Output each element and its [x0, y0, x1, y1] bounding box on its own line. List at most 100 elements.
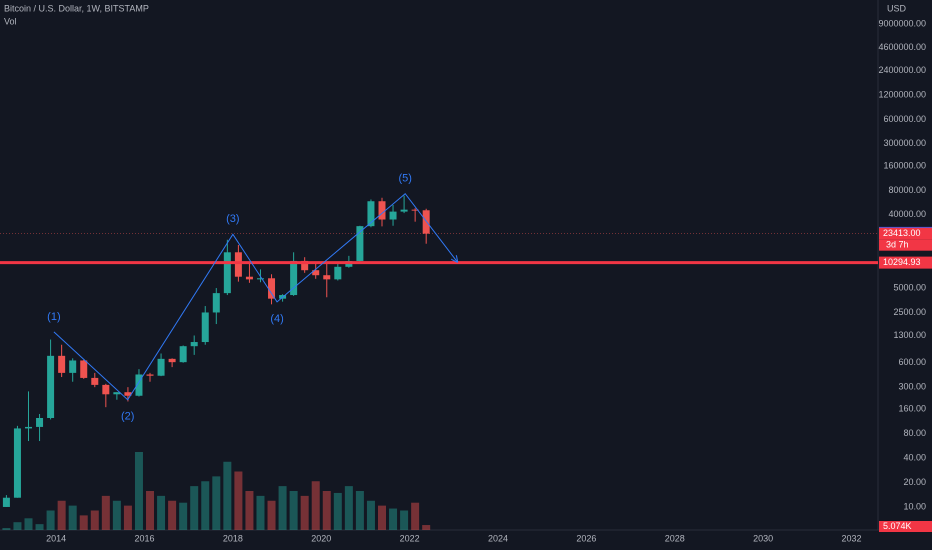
volume-bar: [101, 495, 110, 530]
volume-bar: [46, 510, 55, 530]
candle-body: [91, 377, 99, 385]
currency: USD: [887, 3, 907, 13]
wave-line: [53, 192, 457, 401]
y-tick-label: 80000.00: [888, 185, 926, 195]
wave-label: (5): [398, 173, 411, 185]
volume-bar: [35, 524, 44, 530]
volume-bar: [212, 476, 221, 530]
candle-body: [290, 260, 298, 296]
volume-bar: [322, 491, 331, 530]
last-price-label-box: [879, 227, 932, 240]
volume-label: 5.074K: [883, 521, 912, 531]
candle-body: [323, 275, 331, 280]
y-tick-label: 160000.00: [883, 160, 926, 170]
candle-body: [58, 355, 66, 373]
candle-body: [301, 260, 309, 271]
x-tick-label: 2016: [134, 533, 154, 543]
y-tick-label: 1300.00: [893, 330, 926, 340]
y-tick-label: 40000.00: [888, 209, 926, 219]
wave-label: (3): [226, 213, 239, 225]
x-tick-label: 2014: [46, 533, 66, 543]
volume-bar: [245, 491, 254, 530]
volume-bar: [90, 510, 99, 530]
candle-body: [168, 358, 176, 363]
volume-bar: [267, 500, 276, 530]
y-tick-label: 1200000.00: [878, 89, 926, 99]
volume-bar: [344, 486, 353, 530]
y-tick-label: 9000000.00: [878, 18, 926, 28]
candle-body: [36, 417, 44, 427]
volume-bar: [422, 525, 431, 530]
candle-body: [400, 209, 408, 212]
volume-bar: [355, 491, 364, 530]
volume-title: Vol: [4, 16, 17, 26]
x-tick-label: 2018: [223, 533, 243, 543]
support-price-label: 10294.93: [883, 257, 921, 267]
volume-bar: [366, 500, 375, 530]
volume-bar: [123, 505, 132, 530]
chart-title: Bitcoin / U.S. Dollar, 1W, BITSTAMP: [4, 3, 149, 13]
candle-body: [389, 211, 397, 220]
x-tick-label: 2032: [841, 533, 861, 543]
volume-bar: [112, 500, 121, 530]
volume-bar: [179, 502, 188, 530]
candle-body: [312, 270, 320, 276]
candle-body: [179, 346, 187, 363]
candle-body: [135, 374, 143, 396]
candle-body: [245, 276, 253, 280]
y-tick-label: 160.00: [898, 404, 926, 414]
x-tick-label: 2024: [488, 533, 508, 543]
candle-body: [256, 278, 264, 280]
y-tick-label: 4600000.00: [878, 42, 926, 52]
y-tick-label: 40.00: [903, 453, 926, 463]
volume-bar: [79, 515, 88, 530]
countdown-box: [879, 239, 932, 251]
volume-bar: [278, 486, 287, 530]
volume-bar: [157, 495, 166, 530]
y-tick-label: 2400000.00: [878, 65, 926, 75]
volume-bar: [411, 502, 420, 530]
volume-bar: [377, 505, 386, 530]
volume-bar: [146, 491, 155, 530]
x-tick-label: 2020: [311, 533, 331, 543]
wave-label: (4): [270, 313, 283, 325]
support-price-label-box: [879, 256, 932, 269]
candle-body: [201, 312, 209, 343]
candle-body: [146, 374, 154, 376]
volume-bar: [2, 528, 11, 530]
candle-body: [367, 201, 375, 227]
y-tick-label: 20.00: [903, 477, 926, 487]
candle-body: [157, 358, 165, 376]
x-tick-label: 2022: [400, 533, 420, 543]
last-price-label: 23413.00: [883, 228, 921, 238]
volume-bar: [256, 495, 265, 530]
candle-body: [378, 201, 386, 220]
y-tick-label: 300000.00: [883, 138, 926, 148]
y-tick-label: 2500.00: [893, 307, 926, 317]
volume-bar: [134, 452, 143, 530]
y-tick-label: 5000.00: [893, 282, 926, 292]
x-tick-label: 2028: [665, 533, 685, 543]
volume-bar: [389, 508, 398, 530]
x-tick-label: 2030: [753, 533, 773, 543]
candle-body: [334, 266, 342, 280]
volume-bar: [57, 500, 66, 530]
candle-body: [80, 360, 88, 378]
candle-body: [234, 252, 242, 277]
countdown: 3d 7h: [886, 240, 909, 250]
volume-bar: [190, 486, 199, 530]
candle-body: [47, 355, 55, 418]
volume-bar: [68, 505, 77, 530]
candle-body: [190, 342, 198, 347]
candle-body: [212, 293, 220, 313]
volume-bar: [168, 500, 177, 530]
candle-body: [25, 426, 33, 429]
volume-bar: [300, 495, 309, 530]
volume-bar: [333, 492, 342, 530]
candle-body: [411, 209, 419, 211]
volume-label-box: [879, 521, 932, 532]
volume-bar: [13, 522, 22, 530]
volume-bar: [223, 461, 232, 530]
